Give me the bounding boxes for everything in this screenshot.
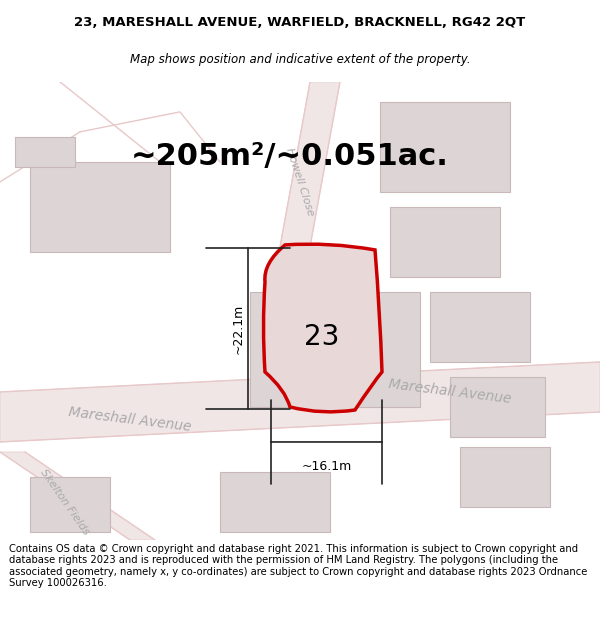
- Text: Skelton Fields: Skelton Fields: [38, 468, 91, 537]
- Text: 23, MARESHALL AVENUE, WARFIELD, BRACKNELL, RG42 2QT: 23, MARESHALL AVENUE, WARFIELD, BRACKNEL…: [74, 16, 526, 29]
- Bar: [430, 292, 530, 362]
- Text: ~22.1m: ~22.1m: [232, 303, 245, 354]
- Bar: [250, 292, 420, 407]
- Text: Map shows position and indicative extent of the property.: Map shows position and indicative extent…: [130, 52, 470, 66]
- PathPatch shape: [263, 244, 382, 412]
- Polygon shape: [0, 452, 155, 540]
- Bar: [30, 477, 110, 532]
- Text: 23: 23: [304, 323, 340, 351]
- Bar: [460, 447, 550, 507]
- Text: Mareshall Avenue: Mareshall Avenue: [388, 378, 512, 406]
- Bar: [220, 472, 330, 532]
- Text: ~16.1m: ~16.1m: [301, 460, 352, 473]
- Bar: [15, 137, 75, 167]
- Text: Contains OS data © Crown copyright and database right 2021. This information is : Contains OS data © Crown copyright and d…: [9, 544, 587, 588]
- Bar: [380, 102, 510, 192]
- Bar: [390, 207, 500, 277]
- Text: Howell Close: Howell Close: [284, 146, 316, 217]
- Text: Mareshall Avenue: Mareshall Avenue: [68, 406, 192, 434]
- Text: ~205m²/~0.051ac.: ~205m²/~0.051ac.: [131, 142, 449, 171]
- Polygon shape: [0, 362, 600, 442]
- Polygon shape: [270, 82, 340, 302]
- Bar: [450, 377, 545, 437]
- Bar: [30, 162, 170, 252]
